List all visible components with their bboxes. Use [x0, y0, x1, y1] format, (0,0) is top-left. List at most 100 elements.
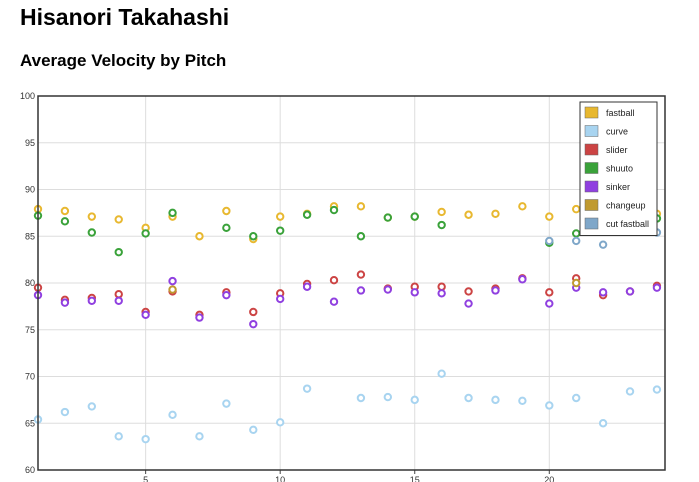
data-point-cut-fastball	[598, 240, 608, 249]
y-tick-label: 95	[25, 138, 35, 148]
data-point-curve	[114, 432, 123, 441]
legend-swatch	[584, 125, 599, 137]
data-point-shuuto	[383, 213, 393, 222]
data-point-shuuto	[249, 232, 258, 241]
page-title: Hisanori Takahashi	[20, 4, 230, 30]
legend-swatch	[584, 217, 599, 230]
data-point-sinker	[491, 286, 500, 295]
data-point-sinker	[437, 289, 446, 298]
data-point-curve	[410, 395, 419, 405]
data-point-fastball	[60, 206, 70, 216]
legend-swatch	[584, 143, 599, 156]
data-point-slider	[329, 275, 339, 285]
data-point-fastball	[222, 206, 231, 216]
data-point-shuuto	[275, 226, 285, 235]
data-point-curve	[545, 401, 554, 410]
data-point-sinker	[195, 313, 204, 322]
data-point-slider	[545, 288, 554, 297]
y-tick-label: 90	[25, 185, 35, 195]
data-point-sinker	[141, 310, 150, 319]
data-point-fastball	[491, 209, 500, 219]
data-point-sinker	[545, 299, 554, 308]
data-point-shuuto	[114, 247, 123, 257]
data-point-shuuto	[571, 229, 581, 238]
plot-border	[37, 95, 666, 471]
data-point-curve	[141, 434, 150, 444]
data-point-curve	[356, 393, 366, 403]
legend-swatch	[584, 106, 599, 119]
data-point-sinker	[275, 294, 285, 304]
data-point-sinker	[383, 285, 393, 294]
data-point-fastball	[545, 212, 554, 221]
data-point-curve	[598, 419, 608, 428]
data-point-fastball	[464, 210, 473, 219]
data-point-curve	[168, 410, 177, 420]
legend-label: sinker	[606, 182, 630, 192]
y-tick-label: 65	[25, 418, 35, 428]
y-tick-label: 80	[25, 278, 35, 288]
data-point-fastball	[275, 212, 285, 221]
data-point-sinker	[518, 275, 527, 284]
data-point-shuuto	[87, 228, 97, 237]
data-point-fastball	[356, 202, 366, 211]
data-point-sinker	[464, 299, 473, 308]
data-point-changeup	[168, 285, 177, 294]
data-point-sinker	[598, 288, 608, 297]
data-point-sinker	[625, 287, 635, 296]
x-tick-label: 5	[143, 475, 148, 482]
data-point-shuuto	[141, 229, 150, 238]
data-point-curve	[195, 432, 204, 441]
data-point-slider	[356, 270, 366, 279]
data-point-sinker	[249, 319, 258, 329]
y-tick-label: 85	[25, 231, 35, 241]
legend-label: fastball	[606, 108, 635, 118]
data-point-sinker	[302, 282, 312, 291]
data-point-curve	[60, 407, 70, 417]
y-tick-label: 100	[20, 91, 35, 101]
data-point-shuuto	[302, 210, 312, 219]
legend-label: shuuto	[606, 164, 633, 174]
data-point-shuuto	[60, 217, 70, 226]
chart-axes: 60 65 70 75 80 85 90 95 100 5 10 15 20	[20, 91, 554, 482]
legend-label: slider	[606, 145, 628, 155]
data-point-slider	[464, 287, 473, 296]
x-tick-label: 20	[544, 475, 554, 482]
data-point-curve	[625, 387, 635, 396]
legend-label: curve	[606, 127, 628, 137]
data-point-curve	[518, 396, 527, 406]
legend-swatch	[584, 162, 599, 174]
legend-swatch	[584, 199, 599, 211]
x-tick-label: 10	[275, 475, 285, 482]
legend-label: changeup	[606, 201, 646, 211]
data-point-sinker	[168, 276, 177, 286]
data-point-slider	[437, 282, 446, 291]
data-point-curve	[383, 392, 393, 402]
data-point-cut-fastball	[545, 236, 554, 246]
data-point-shuuto	[222, 223, 231, 233]
data-point-curve	[491, 395, 500, 405]
data-point-fastball	[437, 207, 446, 217]
data-point-changeup	[571, 278, 581, 288]
data-point-fastball	[571, 204, 581, 214]
data-point-curve	[87, 402, 97, 411]
chart-title: Average Velocity by Pitch	[20, 51, 227, 70]
data-point-curve	[464, 393, 473, 403]
data-point-cut-fastball	[571, 236, 581, 246]
data-point-fastball	[114, 215, 123, 224]
data-point-sinker	[87, 296, 97, 305]
x-tick-label: 15	[410, 475, 420, 482]
data-point-curve	[652, 385, 662, 394]
chart-points	[33, 202, 662, 444]
data-point-sinker	[329, 297, 339, 306]
data-point-fastball	[518, 202, 527, 211]
y-tick-label: 70	[25, 372, 35, 382]
data-point-shuuto	[329, 205, 339, 215]
data-point-curve	[437, 369, 446, 378]
legend-box	[579, 101, 658, 236]
data-point-sinker	[652, 283, 662, 292]
data-point-shuuto	[410, 212, 419, 221]
y-tick-label: 60	[25, 465, 35, 475]
data-point-curve	[571, 393, 581, 403]
legend-swatch	[584, 180, 599, 193]
